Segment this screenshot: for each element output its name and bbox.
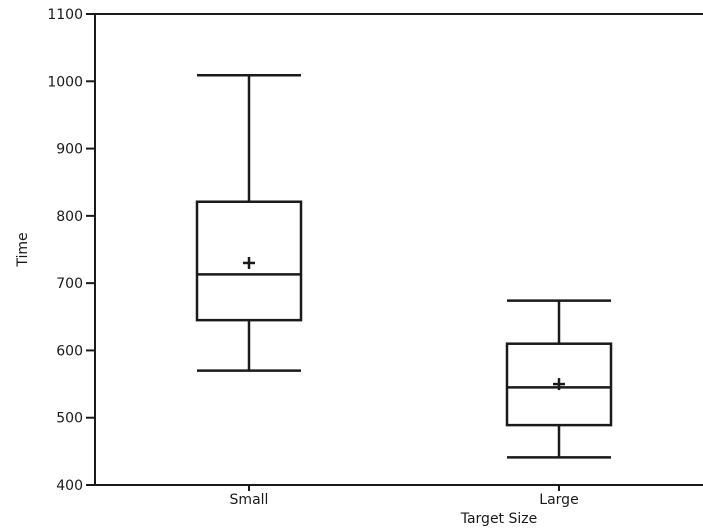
y-tick-label: 700 bbox=[56, 276, 83, 292]
x-tick-label: Large bbox=[539, 492, 578, 508]
x-axis-label: Target Size bbox=[460, 511, 538, 527]
x-tick-label: Small bbox=[230, 492, 269, 508]
y-tick-label: 400 bbox=[56, 478, 83, 494]
y-tick-label: 900 bbox=[56, 142, 83, 158]
box-small bbox=[195, 73, 303, 372]
mean-marker bbox=[243, 256, 255, 269]
mean-marker bbox=[553, 378, 565, 391]
box-large bbox=[505, 299, 613, 459]
y-tick-label: 1100 bbox=[47, 7, 83, 23]
y-tick-label: 800 bbox=[56, 209, 83, 225]
y-tick-label: 1000 bbox=[47, 74, 83, 90]
box-series bbox=[195, 73, 613, 459]
x-axis-ticks: Small Large bbox=[230, 485, 579, 508]
y-axis-label: Time bbox=[15, 232, 31, 267]
y-axis-ticks: 400 500 600 700 800 900 1000 1100 bbox=[47, 7, 95, 494]
plot-area bbox=[94, 13, 703, 486]
y-tick-label: 600 bbox=[56, 343, 83, 359]
y-tick-label: 500 bbox=[56, 411, 83, 427]
